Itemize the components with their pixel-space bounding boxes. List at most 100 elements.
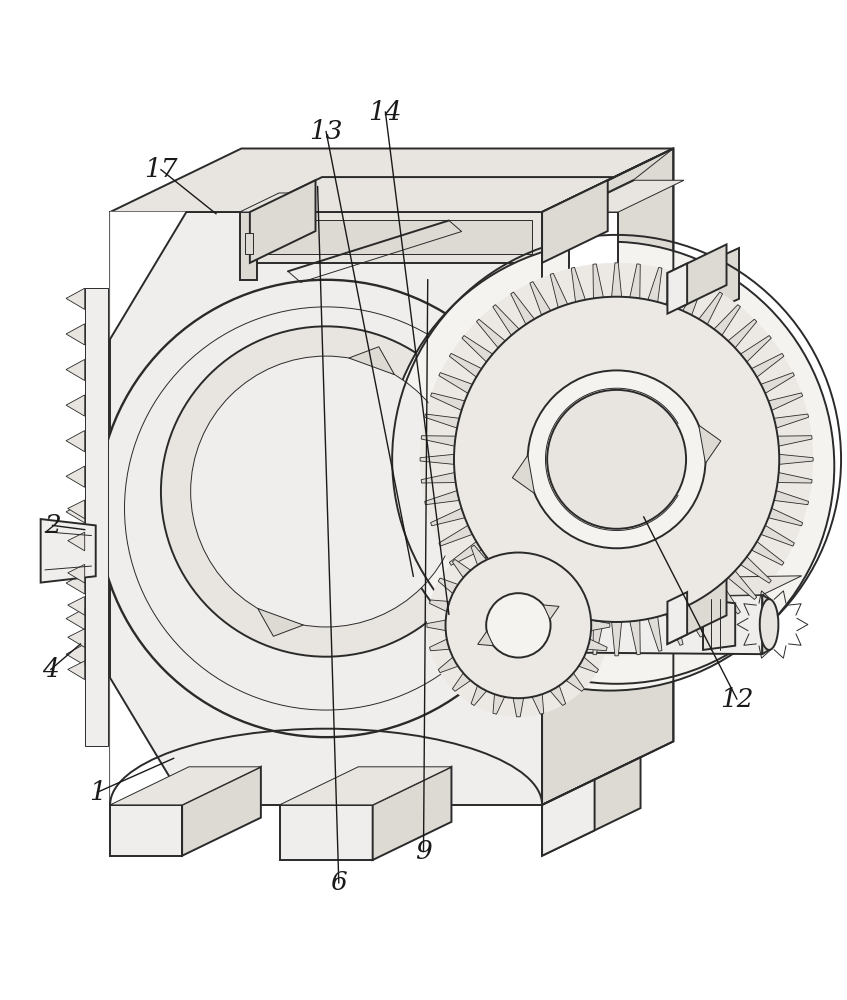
Polygon shape [587, 600, 607, 612]
Polygon shape [593, 620, 603, 655]
Polygon shape [257, 608, 303, 636]
Polygon shape [493, 537, 505, 557]
Polygon shape [666, 611, 683, 645]
Polygon shape [462, 336, 493, 362]
Polygon shape [424, 491, 459, 505]
Polygon shape [438, 578, 458, 594]
Polygon shape [66, 324, 85, 345]
Polygon shape [762, 595, 769, 654]
Polygon shape [250, 180, 316, 263]
Text: 13: 13 [309, 119, 343, 144]
Text: 6: 6 [330, 870, 347, 895]
Polygon shape [779, 454, 813, 464]
Polygon shape [728, 571, 756, 599]
Polygon shape [110, 212, 186, 339]
Polygon shape [699, 292, 722, 324]
Polygon shape [66, 644, 85, 665]
Polygon shape [424, 414, 459, 428]
Polygon shape [66, 466, 85, 487]
Polygon shape [532, 537, 544, 557]
Polygon shape [450, 353, 482, 377]
Polygon shape [768, 508, 803, 526]
Polygon shape [512, 455, 534, 494]
Polygon shape [430, 393, 465, 410]
Polygon shape [714, 305, 740, 335]
Polygon shape [751, 542, 783, 565]
Circle shape [125, 307, 528, 710]
Polygon shape [774, 414, 809, 428]
Polygon shape [551, 545, 566, 565]
Ellipse shape [262, 511, 284, 543]
Polygon shape [669, 570, 739, 644]
Polygon shape [477, 571, 505, 599]
Polygon shape [761, 373, 794, 393]
Polygon shape [421, 436, 456, 446]
Polygon shape [427, 620, 446, 631]
Polygon shape [420, 454, 454, 464]
Polygon shape [182, 767, 261, 856]
Polygon shape [421, 473, 456, 483]
Polygon shape [612, 263, 622, 297]
Polygon shape [630, 264, 640, 298]
Polygon shape [66, 359, 85, 381]
Polygon shape [66, 288, 85, 309]
Circle shape [454, 297, 779, 622]
Polygon shape [250, 177, 614, 212]
Text: 14: 14 [368, 100, 402, 125]
Circle shape [191, 356, 462, 627]
Polygon shape [530, 282, 551, 315]
Polygon shape [667, 244, 727, 314]
Polygon shape [612, 622, 622, 656]
Text: 12: 12 [720, 687, 754, 712]
Polygon shape [774, 491, 809, 505]
Polygon shape [240, 212, 257, 280]
Text: 4: 4 [42, 657, 59, 682]
Polygon shape [555, 595, 762, 654]
Polygon shape [778, 436, 812, 446]
Polygon shape [513, 534, 523, 553]
Polygon shape [566, 673, 584, 691]
Text: 1: 1 [89, 780, 106, 805]
Polygon shape [452, 673, 471, 691]
Polygon shape [551, 686, 566, 705]
Polygon shape [511, 594, 534, 627]
Ellipse shape [562, 451, 591, 498]
Polygon shape [66, 502, 85, 523]
Polygon shape [66, 537, 85, 558]
Polygon shape [511, 292, 534, 324]
Circle shape [486, 593, 551, 658]
Polygon shape [41, 519, 96, 583]
Circle shape [547, 390, 686, 529]
Polygon shape [513, 698, 523, 717]
Polygon shape [648, 617, 662, 651]
Ellipse shape [760, 599, 778, 650]
Polygon shape [452, 559, 471, 578]
Polygon shape [245, 233, 253, 254]
Polygon shape [240, 193, 296, 212]
Polygon shape [768, 393, 803, 410]
Ellipse shape [299, 515, 314, 539]
Polygon shape [569, 212, 618, 281]
Polygon shape [543, 605, 559, 619]
Polygon shape [593, 264, 603, 298]
Polygon shape [280, 767, 451, 805]
Polygon shape [68, 500, 85, 519]
Polygon shape [587, 639, 607, 651]
Polygon shape [477, 319, 505, 348]
Polygon shape [699, 425, 721, 463]
Polygon shape [439, 373, 473, 393]
Polygon shape [429, 600, 450, 612]
Polygon shape [555, 576, 802, 598]
Polygon shape [532, 694, 544, 714]
Polygon shape [542, 180, 608, 263]
Polygon shape [439, 525, 473, 546]
Polygon shape [471, 686, 486, 705]
Circle shape [161, 326, 491, 657]
Text: 9: 9 [415, 839, 432, 864]
Circle shape [420, 263, 813, 656]
Polygon shape [714, 583, 740, 614]
Polygon shape [66, 431, 85, 452]
Polygon shape [728, 319, 756, 348]
Polygon shape [542, 757, 640, 856]
Polygon shape [683, 282, 703, 315]
